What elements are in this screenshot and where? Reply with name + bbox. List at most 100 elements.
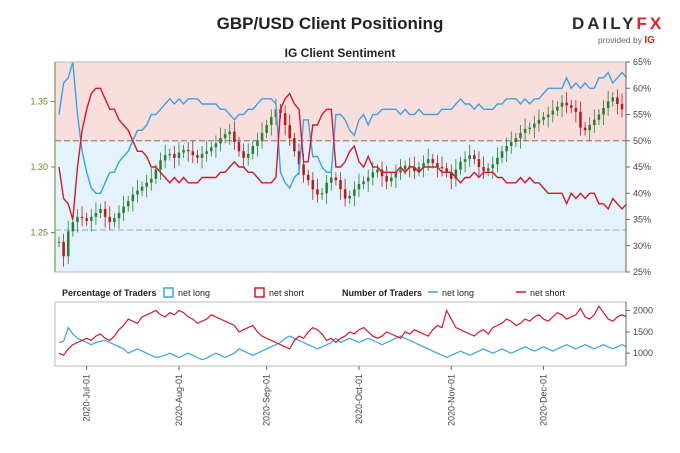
pct-axis: 65% 60% 55% 50% 45% 40% 35% 30% 25% bbox=[626, 57, 651, 277]
candle-body bbox=[556, 106, 559, 111]
candle-body bbox=[306, 174, 310, 181]
traders-tick-label: 1000 bbox=[633, 348, 653, 358]
candle-body bbox=[80, 216, 84, 219]
candle-body bbox=[288, 125, 292, 139]
candle-body bbox=[99, 209, 102, 213]
candle-body bbox=[131, 194, 135, 202]
num-long-line bbox=[58, 326, 627, 361]
candle-body bbox=[500, 151, 504, 158]
ig-logo: IG bbox=[644, 35, 655, 46]
dailyfx-logo: DAILYFX provided by IG bbox=[572, 14, 662, 46]
candle-body bbox=[191, 151, 195, 156]
candle-body bbox=[533, 123, 536, 128]
candle-body bbox=[265, 125, 268, 133]
legend-pct-long: net long bbox=[178, 288, 210, 298]
candle-body bbox=[223, 134, 227, 139]
legend: Percentage of Traders net long net short… bbox=[62, 287, 566, 298]
long-zone bbox=[55, 142, 626, 272]
candle-body bbox=[519, 132, 522, 139]
candle-body bbox=[593, 119, 596, 125]
candle-body bbox=[449, 172, 453, 179]
date-tick-label: 2020-Dec-01 bbox=[539, 374, 549, 426]
num-short-line bbox=[58, 305, 627, 357]
legend-num-long: net long bbox=[442, 288, 474, 298]
date-tick-label: 2020-Nov-01 bbox=[446, 374, 456, 426]
candle-body bbox=[509, 142, 513, 146]
candle-body bbox=[616, 97, 619, 104]
candle-body bbox=[339, 180, 342, 190]
candle-body bbox=[436, 163, 439, 167]
price-tick-label: 1.30 bbox=[30, 162, 48, 172]
candle-body bbox=[482, 167, 485, 171]
candle-body bbox=[293, 138, 296, 152]
legend-pct-long-swatch bbox=[163, 287, 174, 298]
traders-plot-frame bbox=[54, 301, 627, 367]
candle-body bbox=[583, 127, 587, 131]
date-tick-label: 2020-Jul-01 bbox=[82, 374, 92, 422]
candle-body bbox=[486, 168, 490, 171]
candle-body bbox=[117, 212, 121, 219]
candle-body bbox=[505, 146, 508, 152]
candle-body bbox=[173, 153, 176, 158]
candle-body bbox=[477, 159, 481, 167]
candle-body bbox=[523, 128, 527, 133]
candle-body bbox=[565, 102, 568, 106]
candle-body bbox=[177, 152, 181, 158]
candle-body bbox=[376, 169, 379, 173]
candle-body bbox=[602, 107, 605, 115]
candle-body bbox=[597, 114, 601, 120]
candle-body bbox=[186, 149, 190, 152]
candle-body bbox=[514, 138, 518, 143]
candle-body bbox=[145, 182, 148, 187]
price-tick-label: 1.25 bbox=[30, 228, 48, 238]
pct-tick-label: 50% bbox=[633, 136, 651, 146]
candle-body bbox=[403, 165, 407, 170]
candle-body bbox=[103, 209, 107, 217]
candle-body bbox=[76, 216, 79, 223]
candle-body bbox=[94, 212, 98, 217]
candle-body bbox=[159, 160, 162, 170]
candle-body bbox=[62, 241, 65, 257]
candle-body bbox=[325, 182, 328, 194]
legend-pct-short-swatch bbox=[254, 287, 265, 298]
candle-body bbox=[579, 111, 582, 128]
candle-body bbox=[200, 153, 204, 158]
brand-daily: DAILY bbox=[572, 14, 637, 33]
candle-body bbox=[588, 125, 591, 131]
candle-body bbox=[311, 180, 315, 190]
traders-plot bbox=[58, 305, 627, 361]
candle-body bbox=[385, 176, 388, 182]
pct-tick-label: 35% bbox=[633, 215, 651, 225]
brand-fx: FX bbox=[636, 14, 665, 33]
candle-body bbox=[302, 164, 305, 175]
candle-body bbox=[283, 113, 287, 125]
candle-body bbox=[496, 157, 499, 165]
candle-body bbox=[426, 159, 430, 164]
chart-subtitle: IG Client Sentiment bbox=[284, 46, 396, 60]
candle-body bbox=[473, 155, 476, 160]
candle-body bbox=[246, 153, 250, 158]
traders-tick-label: 2000 bbox=[633, 306, 653, 316]
candle-body bbox=[620, 104, 624, 110]
candle-body bbox=[260, 132, 264, 141]
traders-panel: 2000 1500 1000 bbox=[54, 301, 653, 367]
candle-body bbox=[343, 189, 347, 199]
candle-body bbox=[546, 114, 550, 118]
pct-tick-label: 60% bbox=[633, 83, 651, 93]
candle-body bbox=[205, 151, 208, 154]
candle-body bbox=[574, 107, 578, 112]
candle-body bbox=[491, 164, 495, 169]
candle-body bbox=[413, 167, 416, 171]
candle-body bbox=[182, 149, 185, 153]
candle-body bbox=[417, 167, 421, 171]
main-panel: 1.35 1.30 1.25 65% 60% 55% 50% 45% 40% 35% 30% 25% bbox=[30, 57, 651, 277]
candle-body bbox=[463, 159, 467, 162]
candle-body bbox=[353, 189, 356, 196]
legend-num-short: net short bbox=[530, 288, 566, 298]
pct-tick-label: 30% bbox=[633, 241, 651, 251]
candle-body bbox=[316, 189, 319, 195]
main-plot bbox=[55, 61, 628, 267]
candle-body bbox=[237, 142, 241, 152]
candle-body bbox=[348, 195, 352, 199]
candle-body bbox=[90, 216, 93, 221]
